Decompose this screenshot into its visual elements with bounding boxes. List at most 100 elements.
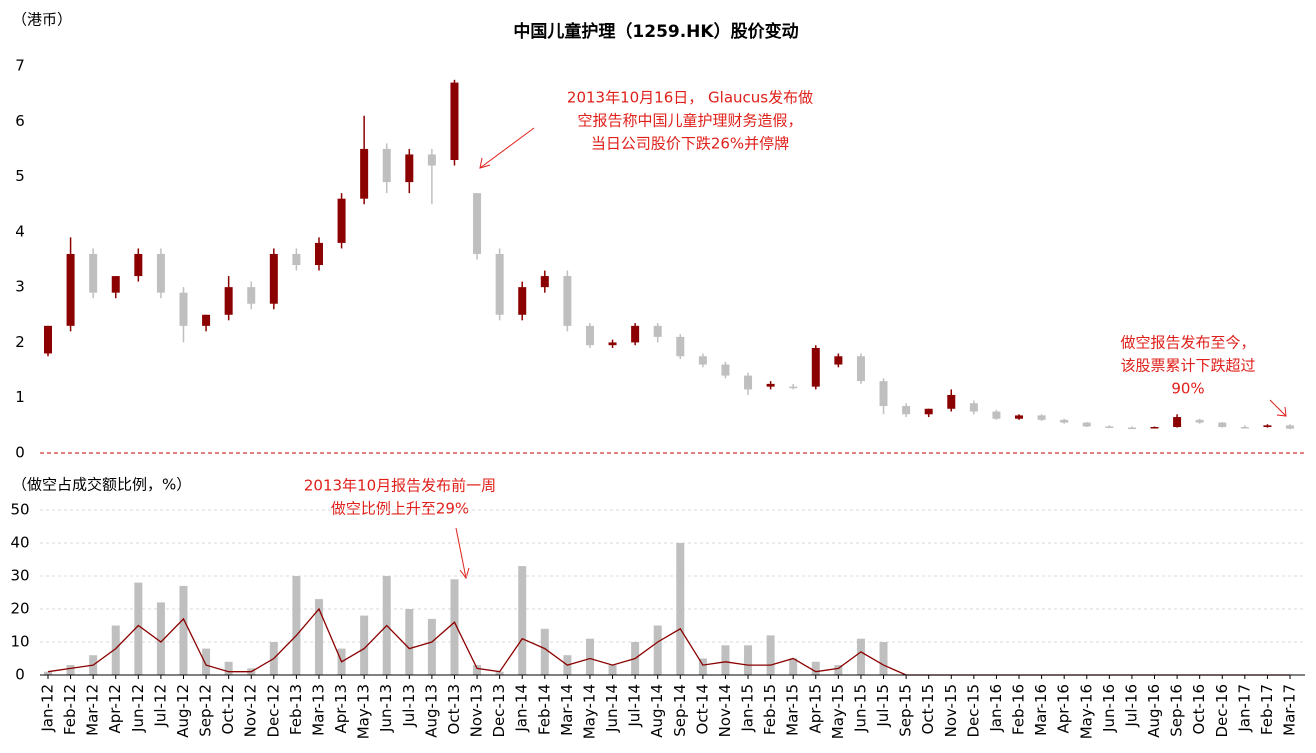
candle-body xyxy=(1240,427,1249,429)
annotation-line: 做空报告发布至今， xyxy=(1120,334,1255,352)
candle-body xyxy=(879,381,888,407)
x-tick-label: May-14 xyxy=(580,684,598,739)
candle-body xyxy=(947,394,956,409)
x-tick-label: Dec-16 xyxy=(1213,684,1231,738)
x-tick-label: Jul-15 xyxy=(874,684,892,728)
x-tick-label: Sep-12 xyxy=(197,684,215,737)
bar xyxy=(834,665,843,675)
bar xyxy=(789,658,798,675)
y-tick-label: 0 xyxy=(15,666,25,684)
bar xyxy=(766,635,775,675)
y-tick-label: 3 xyxy=(15,278,25,296)
annotation-line: 做空比例上升至29% xyxy=(331,500,469,518)
bar xyxy=(292,576,301,675)
bar xyxy=(473,665,482,675)
candle-body xyxy=(585,325,594,346)
bar xyxy=(224,661,233,675)
x-tick-label: Jul-14 xyxy=(626,684,644,728)
x-tick-label: Mar-12 xyxy=(84,684,102,736)
x-tick-label: Mar-16 xyxy=(1032,684,1050,736)
bar xyxy=(156,602,165,675)
x-tick-label: Jan-16 xyxy=(987,684,1005,733)
x-tick-label: Oct-12 xyxy=(219,684,237,734)
candle-body xyxy=(1286,425,1294,429)
bar xyxy=(360,615,369,675)
x-tick-label: Jun-12 xyxy=(129,684,147,733)
x-tick-label: Mar-15 xyxy=(784,684,802,736)
y-axis-label: （做空占成交额比例，%） xyxy=(12,476,191,494)
bar xyxy=(518,566,527,675)
x-tick-label: Dec-13 xyxy=(490,684,508,738)
bar xyxy=(585,638,594,675)
x-tick-label: Feb-15 xyxy=(761,684,779,735)
candle-body xyxy=(540,276,549,288)
bar xyxy=(744,645,753,675)
candle-body xyxy=(89,253,98,293)
bar xyxy=(721,645,730,675)
x-tick-label: Jun-16 xyxy=(1100,684,1118,733)
bar xyxy=(608,665,617,675)
x-tick-label: Jun-14 xyxy=(603,684,621,733)
y-axis-label: （港币） xyxy=(12,11,72,29)
x-tick-label: Sep-16 xyxy=(1168,684,1186,737)
candle-body xyxy=(450,82,459,160)
x-tick-label: Jul-13 xyxy=(400,684,418,728)
candle-body xyxy=(902,406,911,415)
annotation-arrowhead xyxy=(479,157,491,169)
bar xyxy=(314,599,323,675)
x-tick-label: Jul-16 xyxy=(1122,684,1140,728)
candle-body xyxy=(247,287,256,304)
annotation-arrowhead xyxy=(1276,406,1287,417)
bar xyxy=(44,671,52,675)
candle-body xyxy=(563,276,572,326)
x-tick-label: May-16 xyxy=(1077,684,1095,739)
candle-body xyxy=(676,336,685,357)
candle-body xyxy=(360,148,369,199)
candle-body xyxy=(1082,422,1091,427)
candle-body xyxy=(518,287,527,315)
y-tick-label: 30 xyxy=(10,567,29,585)
candle-body xyxy=(405,154,414,183)
candle-body xyxy=(473,193,482,254)
candle-body xyxy=(314,242,323,266)
x-tick-label: Aug-12 xyxy=(174,684,192,738)
bar xyxy=(653,625,662,675)
candle-body xyxy=(811,347,820,387)
y-tick-label: 7 xyxy=(15,56,25,74)
x-tick-label: Nov-15 xyxy=(942,684,960,737)
candle-body xyxy=(292,253,301,266)
bar xyxy=(540,628,549,675)
x-tick-label: Oct-14 xyxy=(693,684,711,734)
bar xyxy=(179,585,188,675)
y-tick-label: 50 xyxy=(10,501,29,519)
x-tick-label: Aug-14 xyxy=(648,684,666,738)
candle-body xyxy=(1105,426,1114,428)
annotation-line: 2013年10月16日， Glaucus发布做 xyxy=(567,89,813,107)
x-tick-label: Jan-12 xyxy=(39,684,57,733)
x-tick-label: Mar-13 xyxy=(309,684,327,736)
x-tick-label: Feb-13 xyxy=(287,684,305,735)
candle-body xyxy=(427,154,436,166)
candle-body xyxy=(111,276,120,293)
y-tick-label: 1 xyxy=(15,388,25,406)
candle-body xyxy=(224,287,233,315)
bar xyxy=(698,658,707,675)
x-tick-label: Jun-13 xyxy=(377,684,395,733)
x-tick-label: Feb-14 xyxy=(535,684,553,735)
x-tick-label: Jul-12 xyxy=(151,684,169,728)
candle-body xyxy=(969,403,978,412)
annotation-line: 该股票累计下跌超过 xyxy=(1120,357,1255,375)
candle-body xyxy=(631,325,640,343)
candle-body xyxy=(134,253,143,277)
x-tick-label: Mar-14 xyxy=(558,684,576,736)
candle-body xyxy=(382,148,391,183)
candle-body xyxy=(44,325,52,354)
candle-body xyxy=(1037,415,1046,420)
annotation: 2013年10月报告发布前一周 做空比例上升至29% xyxy=(304,477,496,580)
candle-body xyxy=(1173,417,1182,428)
x-tick-label: Dec-12 xyxy=(264,684,282,738)
bar xyxy=(676,543,685,675)
candle-body xyxy=(698,356,707,365)
bar xyxy=(879,642,888,675)
x-tick-label: May-13 xyxy=(355,684,373,739)
